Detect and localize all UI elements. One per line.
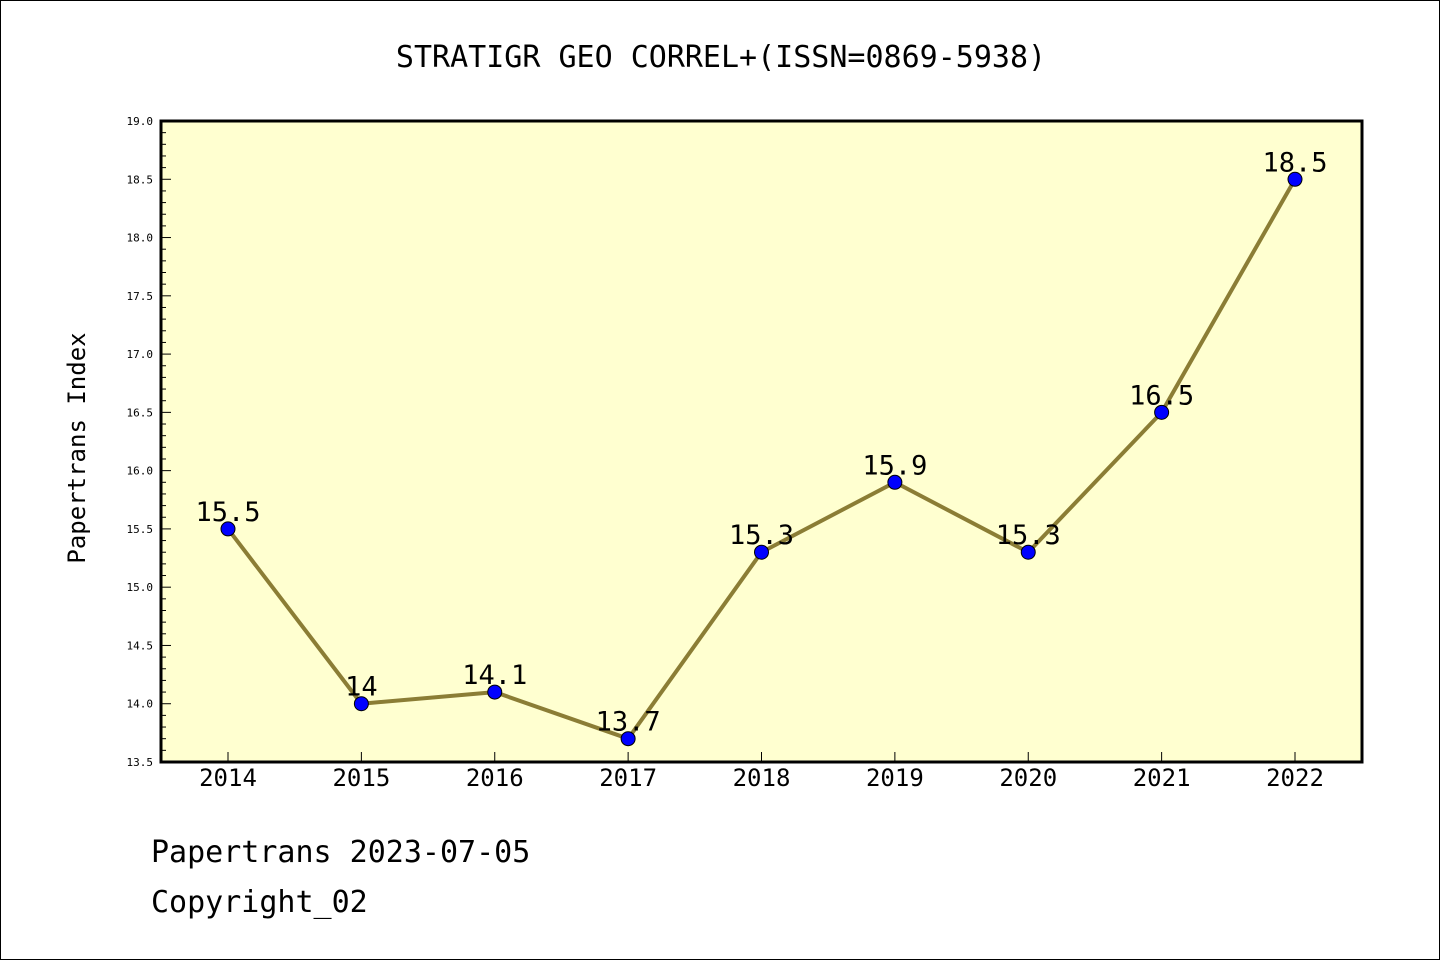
y-tick-label: 17.5: [127, 290, 154, 303]
data-label: 16.5: [1129, 380, 1194, 411]
x-tick-label: 2021: [1133, 764, 1191, 792]
footer-copyright: Copyright_02: [151, 885, 368, 920]
x-tick-label: 2016: [466, 764, 524, 792]
data-label: 15.3: [996, 520, 1061, 551]
data-label: 14.1: [462, 660, 527, 691]
y-tick-label: 18.5: [127, 173, 154, 186]
data-label: 18.5: [1262, 147, 1327, 178]
y-tick-label: 15.5: [127, 523, 154, 536]
data-point: [487, 684, 503, 700]
chart-title: STRATIGR GEO CORREL+(ISSN=0869-5938): [396, 40, 1046, 75]
footer-date: Papertrans 2023-07-05: [151, 835, 531, 870]
y-tick-label: 14.5: [127, 639, 154, 652]
y-axis-ticks: 13.5 14.0 14.5 15.0 15.5 16.0 16.5 17.0 17.5 18.0…: [127, 115, 171, 769]
x-tick-label: 2015: [332, 764, 390, 792]
x-tick-label: 2018: [733, 764, 791, 792]
y-tick-label: 13.5: [127, 756, 154, 769]
x-tick-label: 2022: [1266, 764, 1324, 792]
plot-area: [159, 119, 1364, 764]
y-tick-label: 18.0: [127, 232, 154, 245]
data-label: 15.3: [729, 520, 794, 551]
y-tick-label: 16.5: [127, 406, 154, 419]
data-label: 14: [345, 672, 378, 703]
x-axis-ticks: 2014 2015 2016 2017 2018 2019 2020 2021 2022: [199, 752, 1324, 792]
data-point: [353, 696, 369, 712]
x-tick-label: 2019: [866, 764, 924, 792]
y-axis-label: Papertrans Index: [63, 332, 91, 563]
x-tick-label: 2020: [999, 764, 1057, 792]
data-point: [1287, 171, 1303, 187]
data-points: [220, 171, 1303, 747]
data-point: [887, 474, 903, 490]
data-point: [220, 521, 236, 537]
data-label: 13.7: [596, 707, 661, 738]
y-tick-label: 14.0: [127, 698, 154, 711]
y-tick-label: 15.0: [127, 581, 154, 594]
y-tick-label: 19.0: [127, 115, 154, 128]
y-tick-label: 16.0: [127, 465, 154, 478]
data-point: [1020, 544, 1036, 560]
x-tick-label: 2014: [199, 764, 257, 792]
y-tick-label: 17.0: [127, 348, 154, 361]
data-point: [620, 731, 636, 747]
x-tick-label: 2017: [599, 764, 657, 792]
data-point: [754, 544, 769, 560]
data-label: 15.5: [195, 497, 260, 528]
data-point: [1154, 404, 1170, 420]
data-label: 15.9: [862, 450, 927, 481]
data-labels: 15.5 14 14.1 13.7 15.3 15.9 15.3 16.5 18.5: [195, 147, 1327, 737]
